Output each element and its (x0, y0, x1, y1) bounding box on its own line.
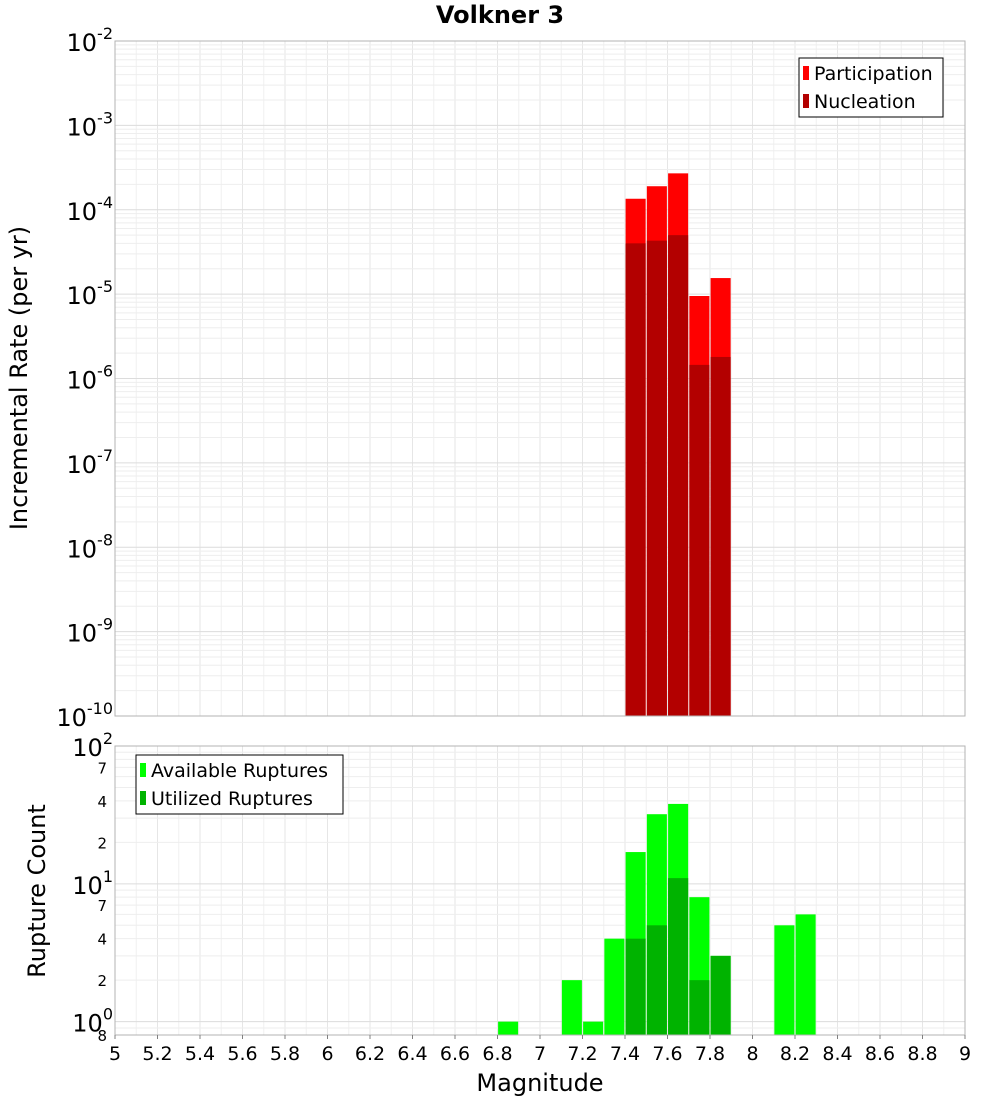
x-tick-label: 8.8 (907, 1043, 937, 1065)
bar-available-ruptures-6_85 (498, 1021, 519, 1035)
bottom-y-axis-label: Rupture Count (23, 804, 51, 978)
x-tick-label: 6 (321, 1043, 333, 1065)
y-tick-label: 10-4 (67, 193, 114, 226)
bar-utilized-ruptures-7_45 (625, 938, 646, 1035)
bar-utilized-ruptures-7_65 (668, 878, 689, 1035)
bar-nucleation-7_45 (625, 243, 646, 717)
y-tick-label: 10-2 (67, 24, 114, 57)
bar-nucleation-7_55 (646, 240, 667, 717)
bar-utilized-ruptures-7_55 (646, 925, 667, 1035)
x-tick-label: 5.8 (270, 1043, 300, 1065)
y-minor-tick-label: 8 (97, 1027, 107, 1045)
top-legend: Participation Nucleation (798, 57, 944, 118)
y-tick-label: 10-9 (67, 615, 114, 648)
x-tick-label: 8 (746, 1043, 758, 1065)
legend-label-participation: Participation (814, 63, 933, 85)
y-minor-tick-label: 7 (97, 759, 107, 777)
bar-available-ruptures-7_35 (604, 938, 625, 1035)
legend-swatch-utilized (140, 791, 146, 805)
x-tick-label: 7.6 (652, 1043, 682, 1065)
x-tick-label: 7.8 (695, 1043, 725, 1065)
x-tick-label: 6.6 (440, 1043, 470, 1065)
legend-label-utilized: Utilized Ruptures (151, 788, 313, 810)
x-tick-label: 5 (109, 1043, 121, 1065)
bar-available-ruptures-7_25 (583, 1021, 604, 1035)
y-tick-label: 101 (72, 867, 113, 900)
x-axis-label: Magnitude (476, 1069, 603, 1097)
x-tick-label: 5.4 (185, 1043, 215, 1065)
bar-nucleation-7_75 (689, 364, 710, 716)
x-tick-label: 8.4 (822, 1043, 852, 1065)
bar-nucleation-7_65 (668, 235, 689, 716)
bottom-legend: Available Ruptures Utilized Ruptures (135, 754, 344, 815)
bar-utilized-ruptures-7_85 (710, 955, 731, 1035)
bar-utilized-ruptures-7_75 (689, 980, 710, 1035)
x-tick-label: 8.6 (865, 1043, 895, 1065)
legend-swatch-nucleation (803, 94, 809, 108)
y-tick-label: 10-5 (67, 277, 114, 310)
x-tick-label: 5.6 (227, 1043, 257, 1065)
x-tick-label: 7 (534, 1043, 546, 1065)
x-tick-labels: 5 5.2 5.4 5.6 5.8 6 6.2 6.4 6.6 6.8 7 7.2 7.4 7.6 7.8 8… (109, 1035, 971, 1065)
y-tick-label: 100 (72, 1005, 113, 1038)
bottom-bars (498, 803, 816, 1035)
legend-swatch-participation (803, 66, 809, 80)
y-minor-tick-label: 4 (97, 931, 107, 949)
top-y-tick-labels: 10-2 10-3 10-4 10-5 10-6 10-7 10-8 10-9 10-10 (56, 24, 113, 732)
x-tick-label: 6.4 (397, 1043, 427, 1065)
y-minor-tick-label: 2 (97, 834, 107, 852)
legend-label-nucleation: Nucleation (814, 91, 916, 113)
top-bars (625, 173, 731, 717)
bar-available-ruptures-7_15 (561, 980, 582, 1035)
bar-available-ruptures-8_15 (774, 925, 795, 1035)
y-tick-label: 10-3 (67, 108, 114, 141)
x-tick-label: 6.2 (355, 1043, 385, 1065)
x-tick-label: 7.2 (567, 1043, 597, 1065)
x-tick-label: 8.2 (780, 1043, 810, 1065)
top-grid (114, 40, 966, 717)
x-tick-label: 7.4 (610, 1043, 640, 1065)
bar-available-ruptures-8_25 (795, 914, 816, 1035)
y-tick-label: 102 (72, 729, 113, 762)
y-minor-tick-label: 7 (97, 897, 107, 915)
y-minor-tick-label: 4 (97, 793, 107, 811)
x-tick-label: 9 (959, 1043, 971, 1065)
y-tick-label: 10-7 (67, 446, 114, 479)
chart-title: Volkner 3 (436, 1, 564, 29)
y-minor-tick-label: 2 (97, 972, 107, 990)
y-tick-label: 10-8 (67, 530, 114, 563)
top-plot-border (114, 40, 966, 717)
x-tick-label: 5.2 (142, 1043, 172, 1065)
legend-swatch-available (140, 763, 146, 777)
bar-nucleation-7_85 (710, 356, 731, 716)
bottom-y-tick-labels: 102 101 100 7 4 2 7 4 2 8 (72, 729, 113, 1045)
y-tick-label: 10-6 (67, 362, 114, 395)
legend-label-available: Available Ruptures (151, 760, 328, 782)
x-tick-label: 6.8 (482, 1043, 512, 1065)
y-tick-label: 10-10 (56, 699, 113, 732)
top-y-axis-label: Incremental Rate (per yr) (5, 226, 33, 530)
